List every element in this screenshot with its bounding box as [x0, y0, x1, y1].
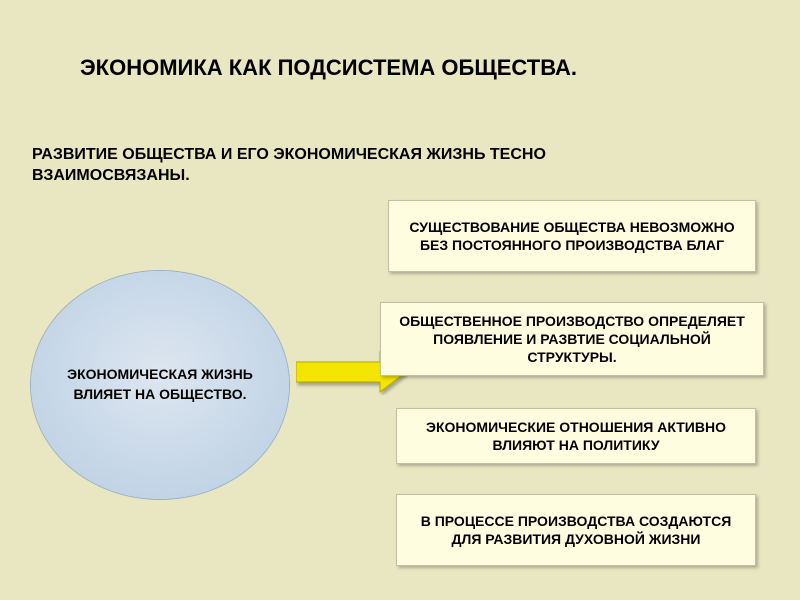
info-box-text: ЭКОНОМИЧЕСКИЕ ОТНОШЕНИЯ АКТИВНО ВЛИЯЮТ Н…: [407, 418, 745, 454]
info-box-2: ЭКОНОМИЧЕСКИЕ ОТНОШЕНИЯ АКТИВНО ВЛИЯЮТ Н…: [396, 408, 756, 464]
slide-subtitle: РАЗВИТИЕ ОБЩЕСТВА И ЕГО ЭКОНОМИЧЕСКАЯ ЖИ…: [32, 145, 592, 187]
info-box-text: В ПРОЦЕССЕ ПРОИЗВОДСТВА СОЗДАЮТСЯ ДЛЯ РА…: [407, 512, 745, 548]
ellipse-label: ЭКОНОМИЧЕСКАЯ ЖИЗНЬ ВЛИЯЕТ НА ОБЩЕСТВО.: [30, 270, 290, 500]
info-box-3: В ПРОЦЕССЕ ПРОИЗВОДСТВА СОЗДАЮТСЯ ДЛЯ РА…: [396, 494, 756, 566]
info-box-1: ОБЩЕСТВЕННОЕ ПРОИЗВОДСТВО ОПРЕДЕЛЯЕТ ПОЯ…: [380, 302, 764, 376]
info-box-text: ОБЩЕСТВЕННОЕ ПРОИЗВОДСТВО ОПРЕДЕЛЯЕТ ПОЯ…: [391, 312, 753, 367]
info-box-text: СУЩЕСТВОВАНИЕ ОБЩЕСТВА НЕВОЗМОЖНО БЕЗ ПО…: [399, 218, 745, 254]
economic-life-ellipse: ЭКОНОМИЧЕСКАЯ ЖИЗНЬ ВЛИЯЕТ НА ОБЩЕСТВО.: [30, 270, 290, 500]
info-box-0: СУЩЕСТВОВАНИЕ ОБЩЕСТВА НЕВОЗМОЖНО БЕЗ ПО…: [388, 200, 756, 272]
slide-title: ЭКОНОМИКА КАК ПОДСИСТЕМА ОБЩЕСТВА.: [80, 55, 577, 81]
